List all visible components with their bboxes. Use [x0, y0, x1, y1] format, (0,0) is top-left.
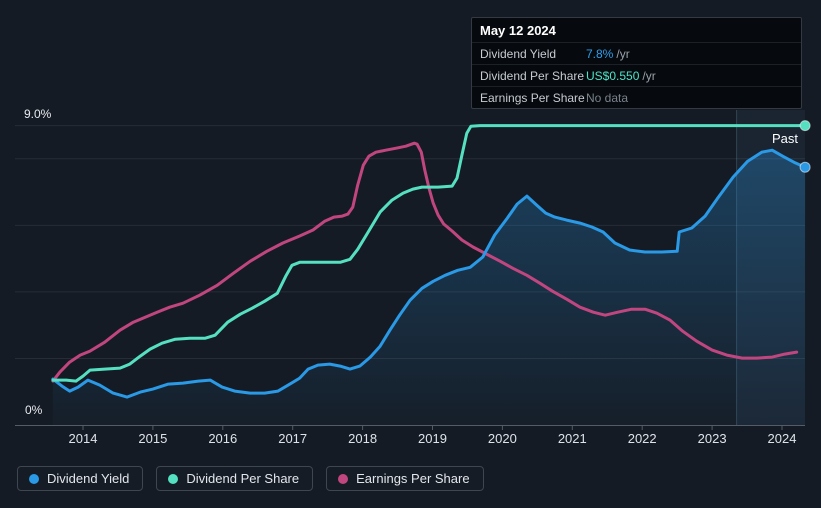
end-marker-dividend-per-share — [799, 120, 811, 132]
x-axis-label-2015: 2015 — [138, 431, 168, 446]
series-line-earnings-per-share — [51, 141, 799, 383]
x-axis-label-2021: 2021 — [557, 431, 587, 446]
tooltip-value: 7.8% — [586, 46, 614, 61]
tooltip-rows: Dividend Yield 7.8%/yr Dividend Per Share U… — [472, 42, 801, 108]
legend-item-dividend-per-share[interactable]: Dividend Per Share — [156, 466, 314, 491]
x-axis-label-2016: 2016 — [208, 431, 238, 446]
tooltip-value: US$0.550 — [586, 68, 640, 83]
y-axis-zero-label: 0% — [25, 403, 43, 417]
tooltip: May 12 2024 Dividend Yield 7.8%/yr Dividen… — [471, 17, 802, 109]
tooltip-row-dividend-yield: Dividend Yield 7.8%/yr — [472, 42, 801, 64]
x-axis: 2014 2015 2016 2017 2018 2019 2020 2021 2022 2023… — [0, 431, 821, 447]
tooltip-value-suffix: /yr — [642, 68, 656, 83]
legend-swatch-icon — [29, 473, 39, 484]
x-axis-label-2024: 2024 — [767, 431, 797, 446]
series-line-dividend-yield — [51, 148, 807, 399]
legend-item-dividend-yield[interactable]: Dividend Yield — [17, 466, 144, 491]
legend-label: Earnings Per Share — [356, 471, 470, 486]
series-line-dividend-per-share — [51, 124, 807, 383]
chart-plot[interactable] — [0, 0, 821, 455]
y-axis-max-label: 9.0% — [24, 107, 52, 121]
legend-swatch-icon — [338, 473, 349, 484]
x-axis-label-2017: 2017 — [278, 431, 308, 446]
tooltip-value-suffix: /yr — [616, 46, 630, 61]
tooltip-row-earnings-per-share: Earnings Per Share No data — [472, 86, 801, 108]
x-axis-label-2018: 2018 — [348, 431, 378, 446]
tooltip-value: No data — [586, 90, 629, 105]
end-marker-dividend-yield — [799, 161, 811, 173]
legend-label: Dividend Yield — [47, 471, 130, 486]
tooltip-row-dividend-per-share: Dividend Per Share US$0.550/yr — [472, 64, 801, 86]
tooltip-date: May 12 2024 — [480, 23, 556, 38]
x-axis-label-2023: 2023 — [697, 431, 727, 446]
legend-label: Dividend Per Share — [186, 471, 300, 486]
x-axis-label-2020: 2020 — [487, 431, 517, 446]
x-axis-label-2014: 2014 — [68, 431, 98, 446]
dividend-yield-area — [52, 150, 806, 425]
tooltip-label: Dividend Per Share — [480, 68, 585, 83]
tooltip-label: Dividend Yield — [480, 46, 557, 61]
x-axis-label-2022: 2022 — [627, 431, 657, 446]
tooltip-label: Earnings Per Share — [480, 90, 585, 105]
legend-item-earnings-per-share[interactable]: Earnings Per Share — [326, 466, 484, 491]
legend: Dividend Yield Dividend Per Share Earnings… — [17, 466, 484, 491]
past-label: Past — [771, 131, 798, 146]
x-axis-label-2019: 2019 — [418, 431, 447, 446]
legend-swatch-icon — [168, 473, 179, 484]
